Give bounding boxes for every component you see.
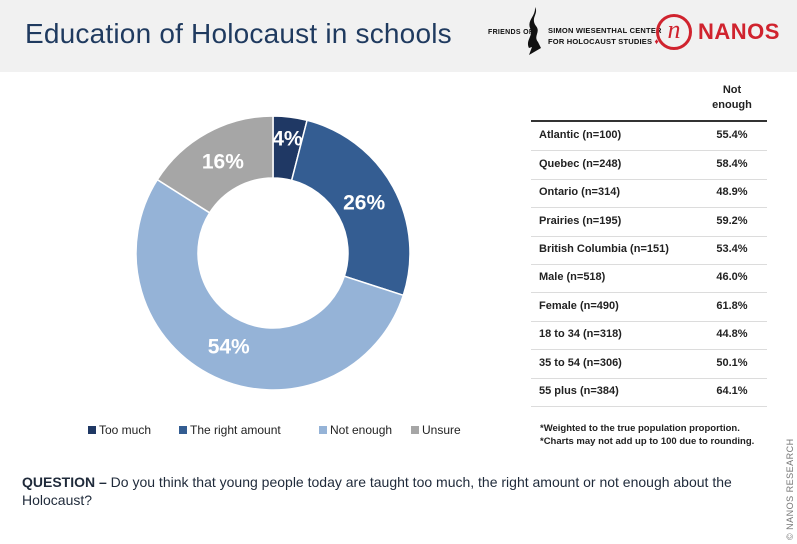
fsw-line2: FOR HOLOCAUST STUDIES [548, 37, 653, 46]
fsw-friends-text: FRIENDS OF [488, 29, 534, 36]
question-text: QUESTION – Do you think that young peopl… [22, 473, 767, 509]
legend-item-right-amount: The right amount [179, 423, 281, 437]
legend-item-too-much: Too much [88, 423, 151, 437]
copyright-text: © NANOS RESEARCH [785, 438, 795, 540]
table-header-line1: Not [722, 84, 742, 96]
maple-leaf-icon: ♦ [654, 37, 659, 46]
row-label: Atlantic (n=100) [539, 129, 622, 141]
legend-label: The right amount [190, 423, 281, 437]
row-value: 64.1% [716, 385, 748, 397]
row-value: 50.1% [716, 357, 748, 369]
legend-label: Unsure [422, 423, 461, 437]
donut-label-too-much: 4% [272, 127, 303, 150]
row-label: 35 to 54 (n=306) [539, 357, 622, 369]
footnote-weighting: *Weighted to the true population proport… [540, 423, 740, 434]
table-header-line2: enough [712, 99, 752, 111]
row-label: Female (n=490) [539, 300, 619, 312]
table-row: Female (n=490) 61.8% [531, 293, 767, 322]
donut-label-not-enough: 54% [208, 336, 250, 359]
table-row: British Columbia (n=151) 53.4% [531, 236, 767, 265]
nanos-ring-icon: n [656, 14, 692, 50]
table-row: 55 plus (n=384) 64.1% [531, 378, 767, 407]
row-value: 58.4% [716, 158, 748, 170]
page-title: Education of Holocaust in schools [25, 18, 452, 49]
legend-swatch [179, 426, 187, 434]
row-value: 46.0% [716, 271, 748, 283]
row-value: 48.9% [716, 186, 748, 198]
row-value: 44.8% [716, 328, 748, 340]
legend-swatch [319, 426, 327, 434]
table-row: 35 to 54 (n=306) 50.1% [531, 350, 767, 379]
row-label: Prairies (n=195) [539, 215, 622, 227]
fsw-line1: SIMON WIESENTHAL CENTER [548, 26, 662, 35]
row-label: 55 plus (n=384) [539, 385, 619, 397]
legend-swatch [411, 426, 419, 434]
row-value: 53.4% [716, 243, 748, 255]
flame-icon [527, 7, 541, 55]
row-value: 55.4% [716, 129, 748, 141]
table-row: Atlantic (n=100) 55.4% [531, 122, 767, 151]
table-row: Prairies (n=195) 59.2% [531, 208, 767, 237]
question-prefix: QUESTION – [22, 474, 107, 490]
row-label: British Columbia (n=151) [539, 243, 669, 255]
question-body: Do you think that young people today are… [22, 474, 732, 508]
legend-label: Not enough [330, 423, 393, 437]
row-value: 59.2% [716, 215, 748, 227]
footnotes: *Weighted to the true population proport… [540, 422, 754, 448]
nanos-word: NANOS [698, 19, 780, 44]
donut-chart: 4% 26% 54% 16% [135, 115, 411, 391]
fsw-logo: FRIENDS OF SIMON WIESENTHAL CENTER FOR H… [488, 6, 661, 58]
table-header: Not enough [702, 83, 762, 113]
footnote-rounding: *Charts may not add up to 100 due to rou… [540, 436, 755, 447]
table-row: Ontario (n=314) 48.9% [531, 179, 767, 208]
donut-label-the-right-amount: 26% [343, 191, 385, 214]
row-label: Ontario (n=314) [539, 186, 620, 198]
legend-label: Too much [99, 423, 152, 437]
donut-slice-not-enough [135, 178, 405, 391]
legend-swatch [88, 426, 96, 434]
legend-item-not-enough: Not enough [319, 423, 392, 437]
legend-item-unsure: Unsure [411, 423, 461, 437]
table-row: Quebec (n=248) 58.4% [531, 151, 767, 180]
header-bar: Education of Holocaust in schools FRIEND… [0, 0, 797, 72]
table-header-rule [531, 120, 767, 122]
row-label: 18 to 34 (n=318) [539, 328, 622, 340]
nanos-letter: n [667, 15, 681, 44]
donut-slice-unsure [156, 115, 274, 214]
row-label: Quebec (n=248) [539, 158, 622, 170]
row-value: 61.8% [716, 300, 748, 312]
table-row: Male (n=518) 46.0% [531, 264, 767, 293]
donut-slice-the-right-amount [290, 119, 411, 297]
donut-label-unsure: 16% [202, 150, 244, 173]
table-row: 18 to 34 (n=318) 44.8% [531, 321, 767, 350]
row-label: Male (n=518) [539, 271, 606, 283]
